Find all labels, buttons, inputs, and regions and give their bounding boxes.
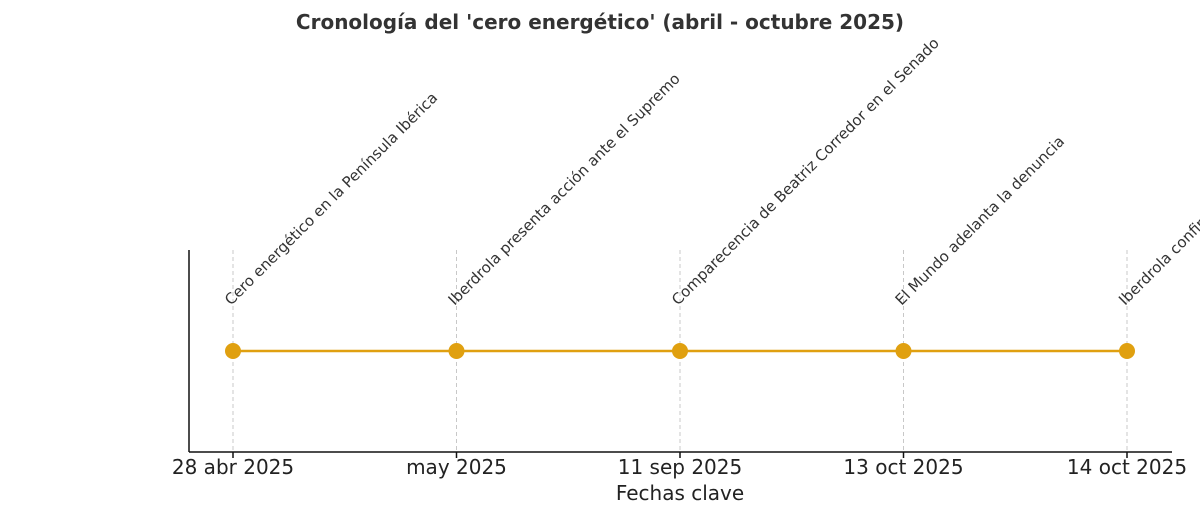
event-point-5 <box>1119 343 1135 359</box>
x-tick-label-3: 11 sep 2025 <box>618 455 742 479</box>
event-label-5: Iberdrola confirma inicio de acciones le… <box>1115 60 1200 309</box>
event-point-2 <box>448 343 465 359</box>
x-tick-label-4: 13 oct 2025 <box>843 455 963 479</box>
x-tick-label-1: 28 abr 2025 <box>172 455 294 479</box>
x-ticks: 28 abr 2025 may 2025 11 sep 2025 13 oct 202… <box>172 452 1187 479</box>
chart-title: Cronología del 'cero energético' (abril … <box>296 10 904 34</box>
x-tick-label-2: may 2025 <box>406 455 507 479</box>
timeline-series <box>225 343 1135 359</box>
event-label-1: Cero energético en la Península Ibérica <box>221 89 441 309</box>
event-label-2: Iberdrola presenta acción ante el Suprem… <box>445 70 684 309</box>
event-labels: Cero energético en la Península Ibérica I… <box>221 34 1200 309</box>
event-point-3 <box>672 343 688 359</box>
x-tick-label-5: 14 oct 2025 <box>1067 455 1187 479</box>
x-axis-label: Fechas clave <box>616 481 744 505</box>
event-point-1 <box>225 343 241 359</box>
event-label-4: El Mundo adelanta la denuncia <box>892 132 1068 308</box>
event-label-3: Comparecencia de Beatriz Corredor en el … <box>668 34 943 309</box>
event-point-4 <box>895 343 912 359</box>
